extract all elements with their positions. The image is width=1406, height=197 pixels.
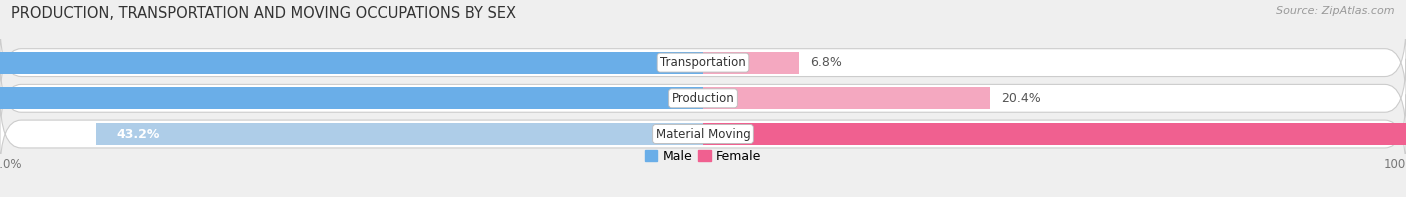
Bar — [703, 123, 1406, 145]
Bar — [96, 123, 703, 145]
Text: Production: Production — [672, 92, 734, 105]
Text: PRODUCTION, TRANSPORTATION AND MOVING OCCUPATIONS BY SEX: PRODUCTION, TRANSPORTATION AND MOVING OC… — [11, 6, 516, 21]
Bar — [0, 87, 703, 109]
Text: Material Moving: Material Moving — [655, 127, 751, 140]
Bar — [703, 52, 799, 74]
FancyBboxPatch shape — [0, 94, 1406, 174]
FancyBboxPatch shape — [0, 23, 1406, 102]
Bar — [0, 52, 703, 74]
Text: 20.4%: 20.4% — [1001, 92, 1040, 105]
Text: 6.8%: 6.8% — [810, 56, 842, 69]
Text: 43.2%: 43.2% — [117, 127, 160, 140]
Legend: Male, Female: Male, Female — [640, 145, 766, 168]
FancyBboxPatch shape — [0, 59, 1406, 138]
Text: Source: ZipAtlas.com: Source: ZipAtlas.com — [1277, 6, 1395, 16]
Text: Transportation: Transportation — [661, 56, 745, 69]
Bar — [703, 87, 990, 109]
